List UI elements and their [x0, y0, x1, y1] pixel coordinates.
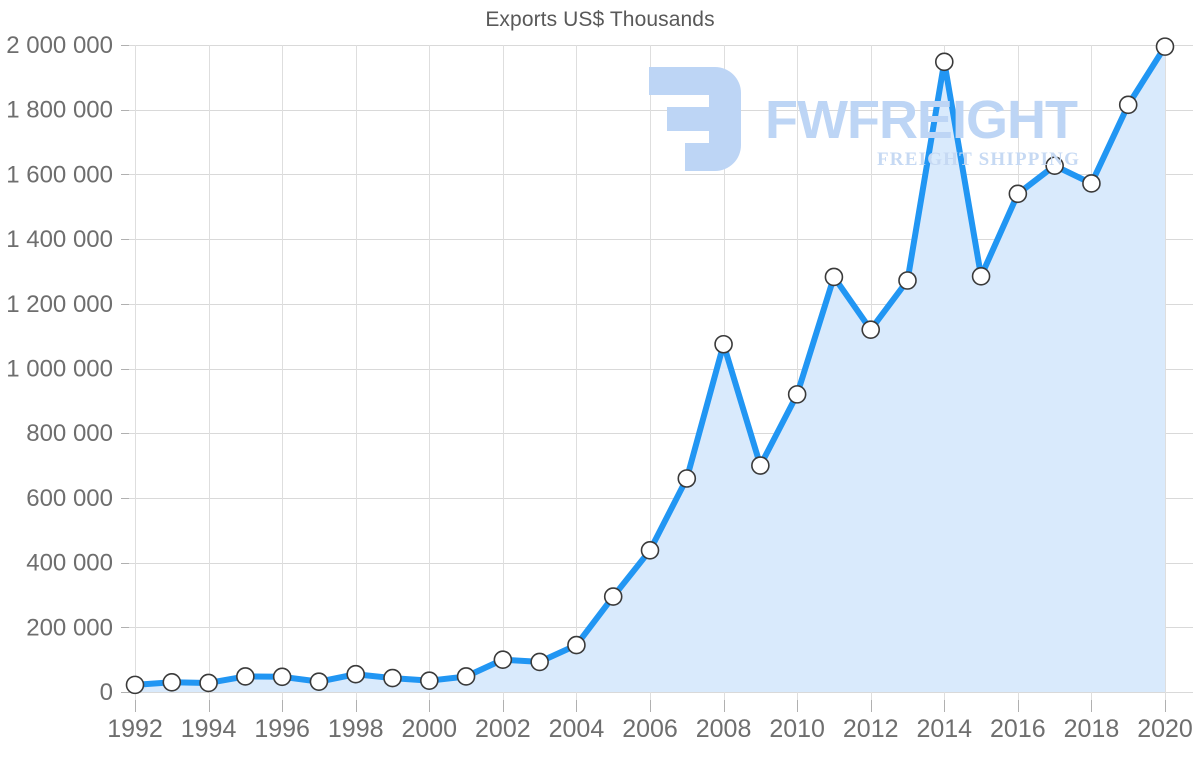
data-point-marker[interactable]: [898, 271, 917, 290]
x-axis-tick-label: 2000: [401, 715, 457, 743]
y-axis-tick-label: 1 400 000: [6, 226, 113, 253]
x-axis-labels: 1992 1994 1996 1998 2000 2002 2004 2006 2008 2010…: [107, 715, 1193, 743]
data-point-marker[interactable]: [677, 469, 697, 488]
y-axis-tick-label: 1 200 000: [6, 291, 113, 318]
data-point-marker[interactable]: [125, 675, 145, 695]
x-axis-tick-marks: [135, 700, 1166, 712]
data-point-marker[interactable]: [272, 667, 292, 687]
data-point-marker[interactable]: [567, 635, 586, 655]
y-axis-tick-marks: [121, 45, 129, 693]
x-axis-tick-label: 1996: [254, 715, 310, 743]
y-axis-tick-label: 600 000: [26, 485, 113, 512]
y-axis-tick-label: 1 600 000: [6, 161, 113, 188]
y-axis-tick-label: 1 800 000: [6, 97, 113, 124]
data-point-marker[interactable]: [530, 652, 549, 672]
x-axis-tick-label: 2008: [696, 715, 752, 743]
y-axis-tick-label: 400 000: [26, 550, 113, 577]
data-point-marker[interactable]: [640, 541, 660, 560]
y-axis-tick-label: 2 000 000: [6, 32, 113, 59]
data-point-marker[interactable]: [419, 671, 439, 690]
data-point-marker[interactable]: [751, 456, 770, 475]
x-axis-tick-label: 2020: [1137, 715, 1193, 743]
data-point-marker[interactable]: [346, 664, 366, 684]
data-point-marker[interactable]: [1045, 156, 1064, 175]
data-point-marker[interactable]: [383, 668, 402, 688]
data-point-marker[interactable]: [199, 673, 218, 693]
data-point-marker[interactable]: [309, 672, 329, 691]
y-axis-labels: 0 200 000 400 000 600 000 800 000 1 000 000 1 …: [6, 32, 113, 706]
y-axis-tick-label: 1 000 000: [6, 356, 113, 383]
x-axis-tick-label: 1998: [328, 715, 384, 743]
x-axis-tick-label: 2016: [990, 715, 1046, 743]
chart-title: Exports US$ Thousands: [485, 8, 715, 31]
data-point-marker[interactable]: [787, 385, 807, 404]
x-axis-tick-label: 2004: [549, 715, 605, 743]
x-axis-tick-label: 2012: [843, 715, 899, 743]
data-point-marker[interactable]: [714, 334, 733, 354]
data-point-marker[interactable]: [603, 587, 623, 606]
data-point-marker[interactable]: [934, 52, 954, 72]
x-axis-tick-label: 2010: [769, 715, 825, 743]
x-axis-tick-label: 2018: [1064, 715, 1120, 743]
y-axis-tick-label: 200 000: [26, 614, 113, 641]
y-axis-tick-label: 0: [100, 679, 113, 706]
series-area-fill: [135, 46, 1165, 693]
data-point-marker[interactable]: [1082, 174, 1101, 193]
data-point-marker[interactable]: [1155, 37, 1175, 56]
x-axis-tick-label: 2006: [622, 715, 678, 743]
series-markers: [125, 37, 1175, 695]
data-point-marker[interactable]: [861, 320, 881, 339]
data-point-marker[interactable]: [236, 667, 255, 686]
data-point-marker[interactable]: [824, 267, 844, 287]
x-axis-tick-label: 1994: [181, 715, 237, 743]
y-axis-tick-label: 800 000: [26, 420, 113, 447]
x-axis-tick-label: 2002: [475, 715, 531, 743]
data-point-marker[interactable]: [456, 667, 476, 686]
x-axis-tick-label: 1992: [107, 715, 163, 743]
data-point-marker[interactable]: [1008, 184, 1028, 204]
x-axis-tick-label: 2014: [916, 715, 972, 743]
data-point-marker[interactable]: [493, 650, 513, 669]
data-point-marker[interactable]: [1118, 95, 1138, 115]
data-point-marker[interactable]: [162, 672, 182, 692]
data-point-marker[interactable]: [971, 266, 991, 286]
